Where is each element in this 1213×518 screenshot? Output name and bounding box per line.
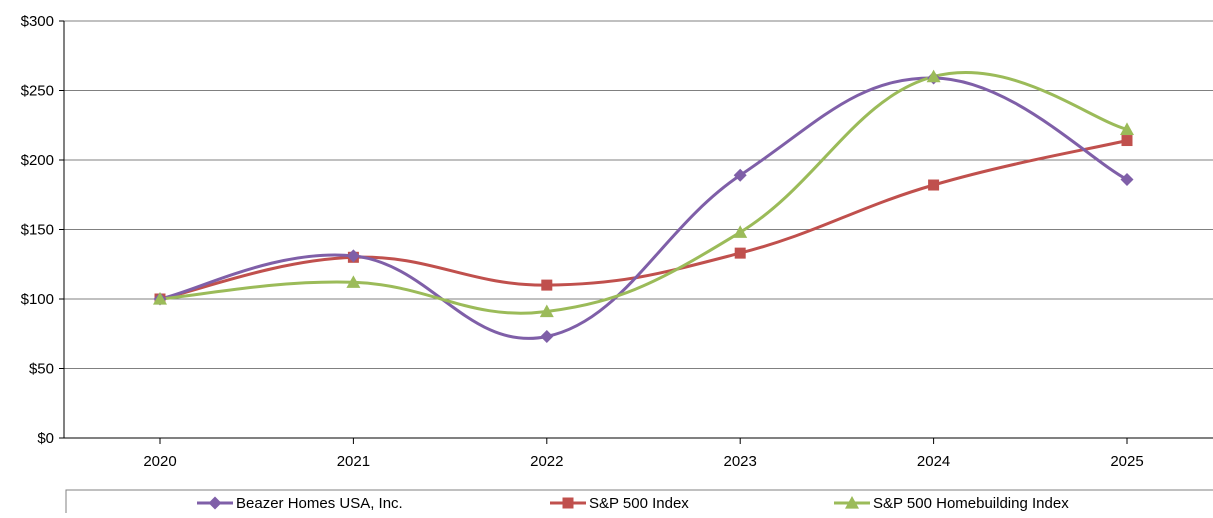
x-tick-label: 2023 xyxy=(724,453,757,470)
y-tick-label: $0 xyxy=(37,430,54,447)
y-tick-label: $150 xyxy=(21,222,54,239)
y-tick-label: $50 xyxy=(29,361,54,378)
data-point xyxy=(1121,135,1133,147)
legend-marker xyxy=(208,496,222,510)
x-tick-label: 2021 xyxy=(337,453,370,470)
data-point xyxy=(539,304,554,318)
legend-label: S&P 500 Index xyxy=(589,495,689,512)
series-triangle xyxy=(159,70,1128,315)
legend: Beazer Homes USA, Inc. S&P 500 Index S&P 5… xyxy=(65,489,1213,513)
data-point xyxy=(153,292,167,305)
data-point xyxy=(926,69,941,83)
legend-marker xyxy=(845,496,859,509)
y-tick-label: $250 xyxy=(21,83,54,100)
data-point xyxy=(1120,122,1134,136)
series-diamond xyxy=(159,76,1128,340)
gridlines xyxy=(64,20,1213,369)
data-point xyxy=(734,247,746,259)
data-point xyxy=(928,179,940,191)
y-tick-label: $300 xyxy=(21,13,54,30)
legend-box xyxy=(65,489,1213,513)
data-point xyxy=(1120,172,1134,186)
legend-marker xyxy=(562,497,574,509)
data-point xyxy=(540,330,554,344)
series-line xyxy=(159,70,1128,315)
series-line xyxy=(159,139,1128,301)
series-group xyxy=(153,69,1134,344)
legend-label: Beazer Homes USA, Inc. xyxy=(236,495,403,512)
data-point xyxy=(733,168,747,182)
x-tick-label: 2025 xyxy=(1110,453,1143,470)
y-tick-label: $200 xyxy=(21,152,54,169)
legend-label: S&P 500 Homebuilding Index xyxy=(873,495,1069,512)
y-tick-label: $100 xyxy=(21,291,54,308)
axes: $0 $50 $100 $150 $200 $250 $300 2020 2021 2022 202… xyxy=(21,13,1213,470)
data-point xyxy=(541,279,553,291)
x-tick-label: 2020 xyxy=(143,453,176,470)
series-square xyxy=(159,139,1128,301)
x-tick-label: 2024 xyxy=(917,453,950,470)
data-point xyxy=(346,275,361,288)
data-point xyxy=(346,249,360,263)
data-point xyxy=(733,225,748,238)
x-tick-label: 2022 xyxy=(530,453,563,470)
series-line xyxy=(159,76,1128,340)
